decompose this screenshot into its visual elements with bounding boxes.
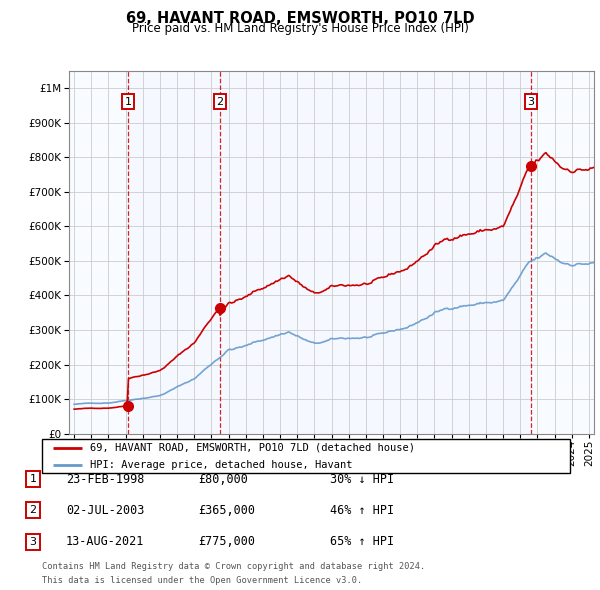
Text: HPI: Average price, detached house, Havant: HPI: Average price, detached house, Hava… (89, 460, 352, 470)
Text: 46% ↑ HPI: 46% ↑ HPI (330, 504, 394, 517)
Text: 30% ↓ HPI: 30% ↓ HPI (330, 473, 394, 486)
Text: This data is licensed under the Open Government Licence v3.0.: This data is licensed under the Open Gov… (42, 576, 362, 585)
Text: £365,000: £365,000 (198, 504, 255, 517)
Text: 2: 2 (217, 97, 224, 107)
Text: Contains HM Land Registry data © Crown copyright and database right 2024.: Contains HM Land Registry data © Crown c… (42, 562, 425, 571)
FancyBboxPatch shape (42, 439, 570, 473)
Text: 23-FEB-1998: 23-FEB-1998 (66, 473, 145, 486)
Text: 13-AUG-2021: 13-AUG-2021 (66, 535, 145, 548)
Text: 69, HAVANT ROAD, EMSWORTH, PO10 7LD: 69, HAVANT ROAD, EMSWORTH, PO10 7LD (125, 11, 475, 25)
Text: 3: 3 (527, 97, 535, 107)
Text: 69, HAVANT ROAD, EMSWORTH, PO10 7LD (detached house): 69, HAVANT ROAD, EMSWORTH, PO10 7LD (det… (89, 442, 415, 453)
Text: 1: 1 (29, 474, 37, 484)
Text: £80,000: £80,000 (198, 473, 248, 486)
Bar (128, 71, 220, 434)
Bar (531, 71, 594, 434)
Bar (220, 71, 531, 434)
Text: 1: 1 (125, 97, 131, 107)
Bar (69, 71, 128, 434)
Text: 65% ↑ HPI: 65% ↑ HPI (330, 535, 394, 548)
Text: 02-JUL-2003: 02-JUL-2003 (66, 504, 145, 517)
Text: 3: 3 (29, 537, 37, 546)
Text: £775,000: £775,000 (198, 535, 255, 548)
Text: Price paid vs. HM Land Registry's House Price Index (HPI): Price paid vs. HM Land Registry's House … (131, 22, 469, 35)
Text: 2: 2 (29, 506, 37, 515)
